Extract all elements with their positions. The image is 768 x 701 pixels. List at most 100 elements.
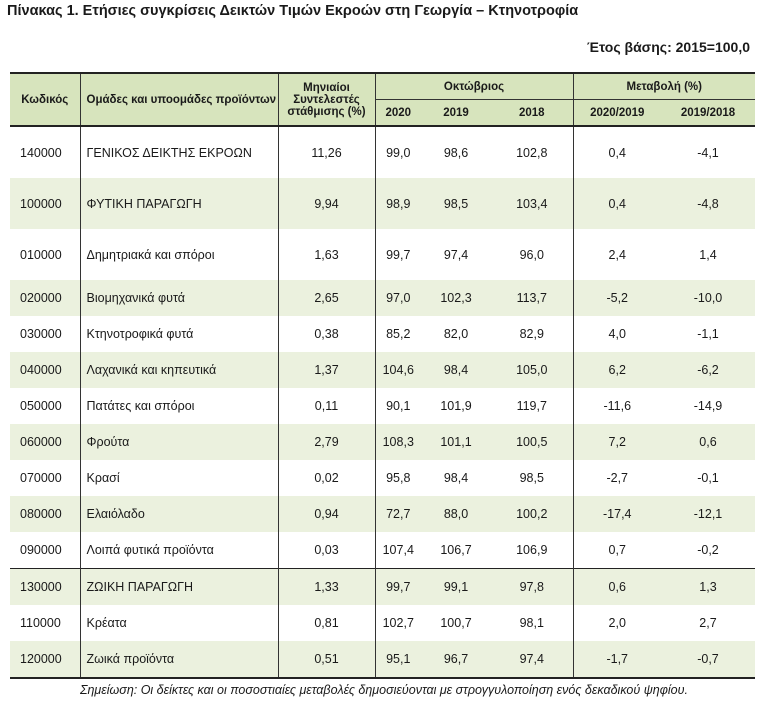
header-weights: Μηνιαίοι Συντελεστές στάθμισης (%) <box>277 73 375 126</box>
cell-code: 060000 <box>10 424 80 460</box>
cell-e: -14,9 <box>661 388 755 424</box>
cell-b: 102,3 <box>421 280 491 316</box>
cell-w: 0,03 <box>277 532 375 569</box>
cell-code: 130000 <box>10 568 80 605</box>
table-row: 080000 Ελαιόλαδο 0,94 72,7 88,0 100,2 -17,4 -12… <box>10 496 755 532</box>
table-row: 030000 Κτηνοτροφικά φυτά 0,38 85,2 82,0 82,9 4… <box>10 316 755 352</box>
cell-name: ΓΕΝΙΚΟΣ ΔΕΙΚΤΗΣ ΕΚΡΟΩΝ <box>79 126 278 178</box>
cell-c: 100,2 <box>491 496 573 532</box>
cell-a: 104,6 <box>374 352 421 388</box>
cell-d: 4,0 <box>572 316 661 352</box>
table-body: 140000 ΓΕΝΙΚΟΣ ΔΕΙΚΤΗΣ ΕΚΡΟΩΝ 11,26 99,0 98,… <box>10 126 755 678</box>
cell-name: Κτηνοτροφικά φυτά <box>79 316 278 352</box>
cell-c: 98,1 <box>491 605 573 641</box>
cell-a: 97,0 <box>374 280 421 316</box>
cell-d: 0,4 <box>572 178 661 229</box>
base-year-label: Έτος βάσης: 2015=100,0 <box>587 39 750 55</box>
cell-b: 97,4 <box>421 229 491 280</box>
header-change-2019-2018: 2019/2018 <box>661 99 755 126</box>
header-october: Οκτώβριος <box>374 73 573 100</box>
cell-e: -10,0 <box>661 280 755 316</box>
table-row: 140000 ΓΕΝΙΚΟΣ ΔΕΙΚΤΗΣ ΕΚΡΟΩΝ 11,26 99,0 98,… <box>10 126 755 178</box>
footnote: Σημείωση: Οι δείκτες και οι ποσοστιαίες … <box>80 683 688 697</box>
cell-b: 98,5 <box>421 178 491 229</box>
cell-w: 1,33 <box>277 568 375 605</box>
cell-c: 82,9 <box>491 316 573 352</box>
cell-e: -6,2 <box>661 352 755 388</box>
cell-a: 95,1 <box>374 641 421 678</box>
cell-c: 100,5 <box>491 424 573 460</box>
cell-d: 0,6 <box>572 568 661 605</box>
cell-c: 96,0 <box>491 229 573 280</box>
table-row: 130000 ΖΩΙΚΗ ΠΑΡΑΓΩΓΗ 1,33 99,7 99,1 97,8 0,6 1… <box>10 568 755 605</box>
table-row: 050000 Πατάτες και σπόροι 0,11 90,1 101,9 119… <box>10 388 755 424</box>
cell-d: 0,7 <box>572 532 661 569</box>
table-title: Πίνακας 1. Ετήσιες συγκρίσεις Δεικτών Τι… <box>7 3 579 19</box>
cell-e: -4,1 <box>661 126 755 178</box>
cell-d: 0,4 <box>572 126 661 178</box>
header-2019: 2019 <box>421 99 491 126</box>
cell-d: -5,2 <box>572 280 661 316</box>
cell-e: -0,2 <box>661 532 755 569</box>
table-row: 070000 Κρασί 0,02 95,8 98,4 98,5 -2,7 -0,1 <box>10 460 755 496</box>
header-2020: 2020 <box>374 99 421 126</box>
header-change: Μεταβολή (%) <box>572 73 755 100</box>
table-row: 010000 Δημητριακά και σπόροι 1,63 99,7 97,4 9… <box>10 229 755 280</box>
cell-w: 2,79 <box>277 424 375 460</box>
cell-name: Πατάτες και σπόροι <box>79 388 278 424</box>
cell-e: 2,7 <box>661 605 755 641</box>
cell-code: 040000 <box>10 352 80 388</box>
cell-name: Ζωικά προϊόντα <box>79 641 278 678</box>
cell-code: 010000 <box>10 229 80 280</box>
cell-c: 97,4 <box>491 641 573 678</box>
cell-code: 050000 <box>10 388 80 424</box>
cell-name: Φρούτα <box>79 424 278 460</box>
cell-code: 080000 <box>10 496 80 532</box>
cell-b: 98,4 <box>421 352 491 388</box>
cell-d: 2,4 <box>572 229 661 280</box>
cell-d: -1,7 <box>572 641 661 678</box>
cell-w: 0,94 <box>277 496 375 532</box>
header-change-2020-2019: 2020/2019 <box>572 99 661 126</box>
cell-name: ΖΩΙΚΗ ΠΑΡΑΓΩΓΗ <box>79 568 278 605</box>
cell-w: 0,38 <box>277 316 375 352</box>
cell-code: 070000 <box>10 460 80 496</box>
cell-a: 72,7 <box>374 496 421 532</box>
cell-w: 0,51 <box>277 641 375 678</box>
cell-a: 90,1 <box>374 388 421 424</box>
cell-c: 106,9 <box>491 532 573 569</box>
cell-e: -1,1 <box>661 316 755 352</box>
cell-name: Λοιπά φυτικά προϊόντα <box>79 532 278 569</box>
cell-a: 107,4 <box>374 532 421 569</box>
cell-e: -0,1 <box>661 460 755 496</box>
header-name: Ομάδες και υποομάδες προϊόντων <box>79 73 278 126</box>
cell-d: -11,6 <box>572 388 661 424</box>
cell-e: -12,1 <box>661 496 755 532</box>
table-row: 110000 Κρέατα 0,81 102,7 100,7 98,1 2,0 2,7 <box>10 605 755 641</box>
cell-code: 100000 <box>10 178 80 229</box>
table-row: 090000 Λοιπά φυτικά προϊόντα 0,03 107,4 106,… <box>10 532 755 569</box>
cell-b: 99,1 <box>421 568 491 605</box>
cell-name: Κρασί <box>79 460 278 496</box>
cell-w: 1,63 <box>277 229 375 280</box>
cell-name: Ελαιόλαδο <box>79 496 278 532</box>
cell-code: 030000 <box>10 316 80 352</box>
cell-e: 1,4 <box>661 229 755 280</box>
cell-c: 113,7 <box>491 280 573 316</box>
cell-a: 99,7 <box>374 229 421 280</box>
cell-a: 99,0 <box>374 126 421 178</box>
cell-w: 11,26 <box>277 126 375 178</box>
cell-a: 98,9 <box>374 178 421 229</box>
cell-name: Δημητριακά και σπόροι <box>79 229 278 280</box>
cell-w: 1,37 <box>277 352 375 388</box>
cell-c: 119,7 <box>491 388 573 424</box>
cell-a: 102,7 <box>374 605 421 641</box>
table-row: 060000 Φρούτα 2,79 108,3 101,1 100,5 7,2 0,6 <box>10 424 755 460</box>
cell-a: 95,8 <box>374 460 421 496</box>
cell-b: 82,0 <box>421 316 491 352</box>
cell-e: -4,8 <box>661 178 755 229</box>
cell-b: 100,7 <box>421 605 491 641</box>
header-code: Κωδικός <box>10 73 80 126</box>
cell-e: -0,7 <box>661 641 755 678</box>
cell-b: 101,9 <box>421 388 491 424</box>
